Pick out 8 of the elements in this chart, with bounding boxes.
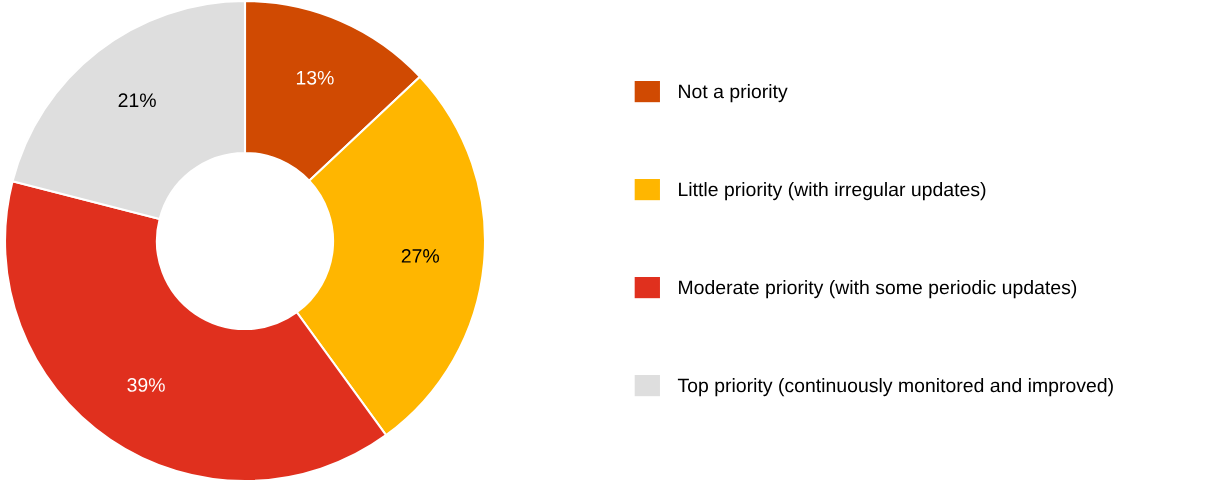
data-label: 39% [127, 378, 165, 392]
legend-label: Not a priority [679, 84, 788, 103]
data-label: 13% [296, 70, 334, 85]
data-label: 21% [118, 93, 156, 108]
data-label: 27% [401, 249, 440, 263]
legend-label: Top priority (continuously monitored and improved) [677, 378, 1113, 397]
legend-label: Moderate priority (with some periodic updates) [679, 280, 1077, 299]
legend-label: Little priority (with irregular updates) [679, 182, 986, 201]
